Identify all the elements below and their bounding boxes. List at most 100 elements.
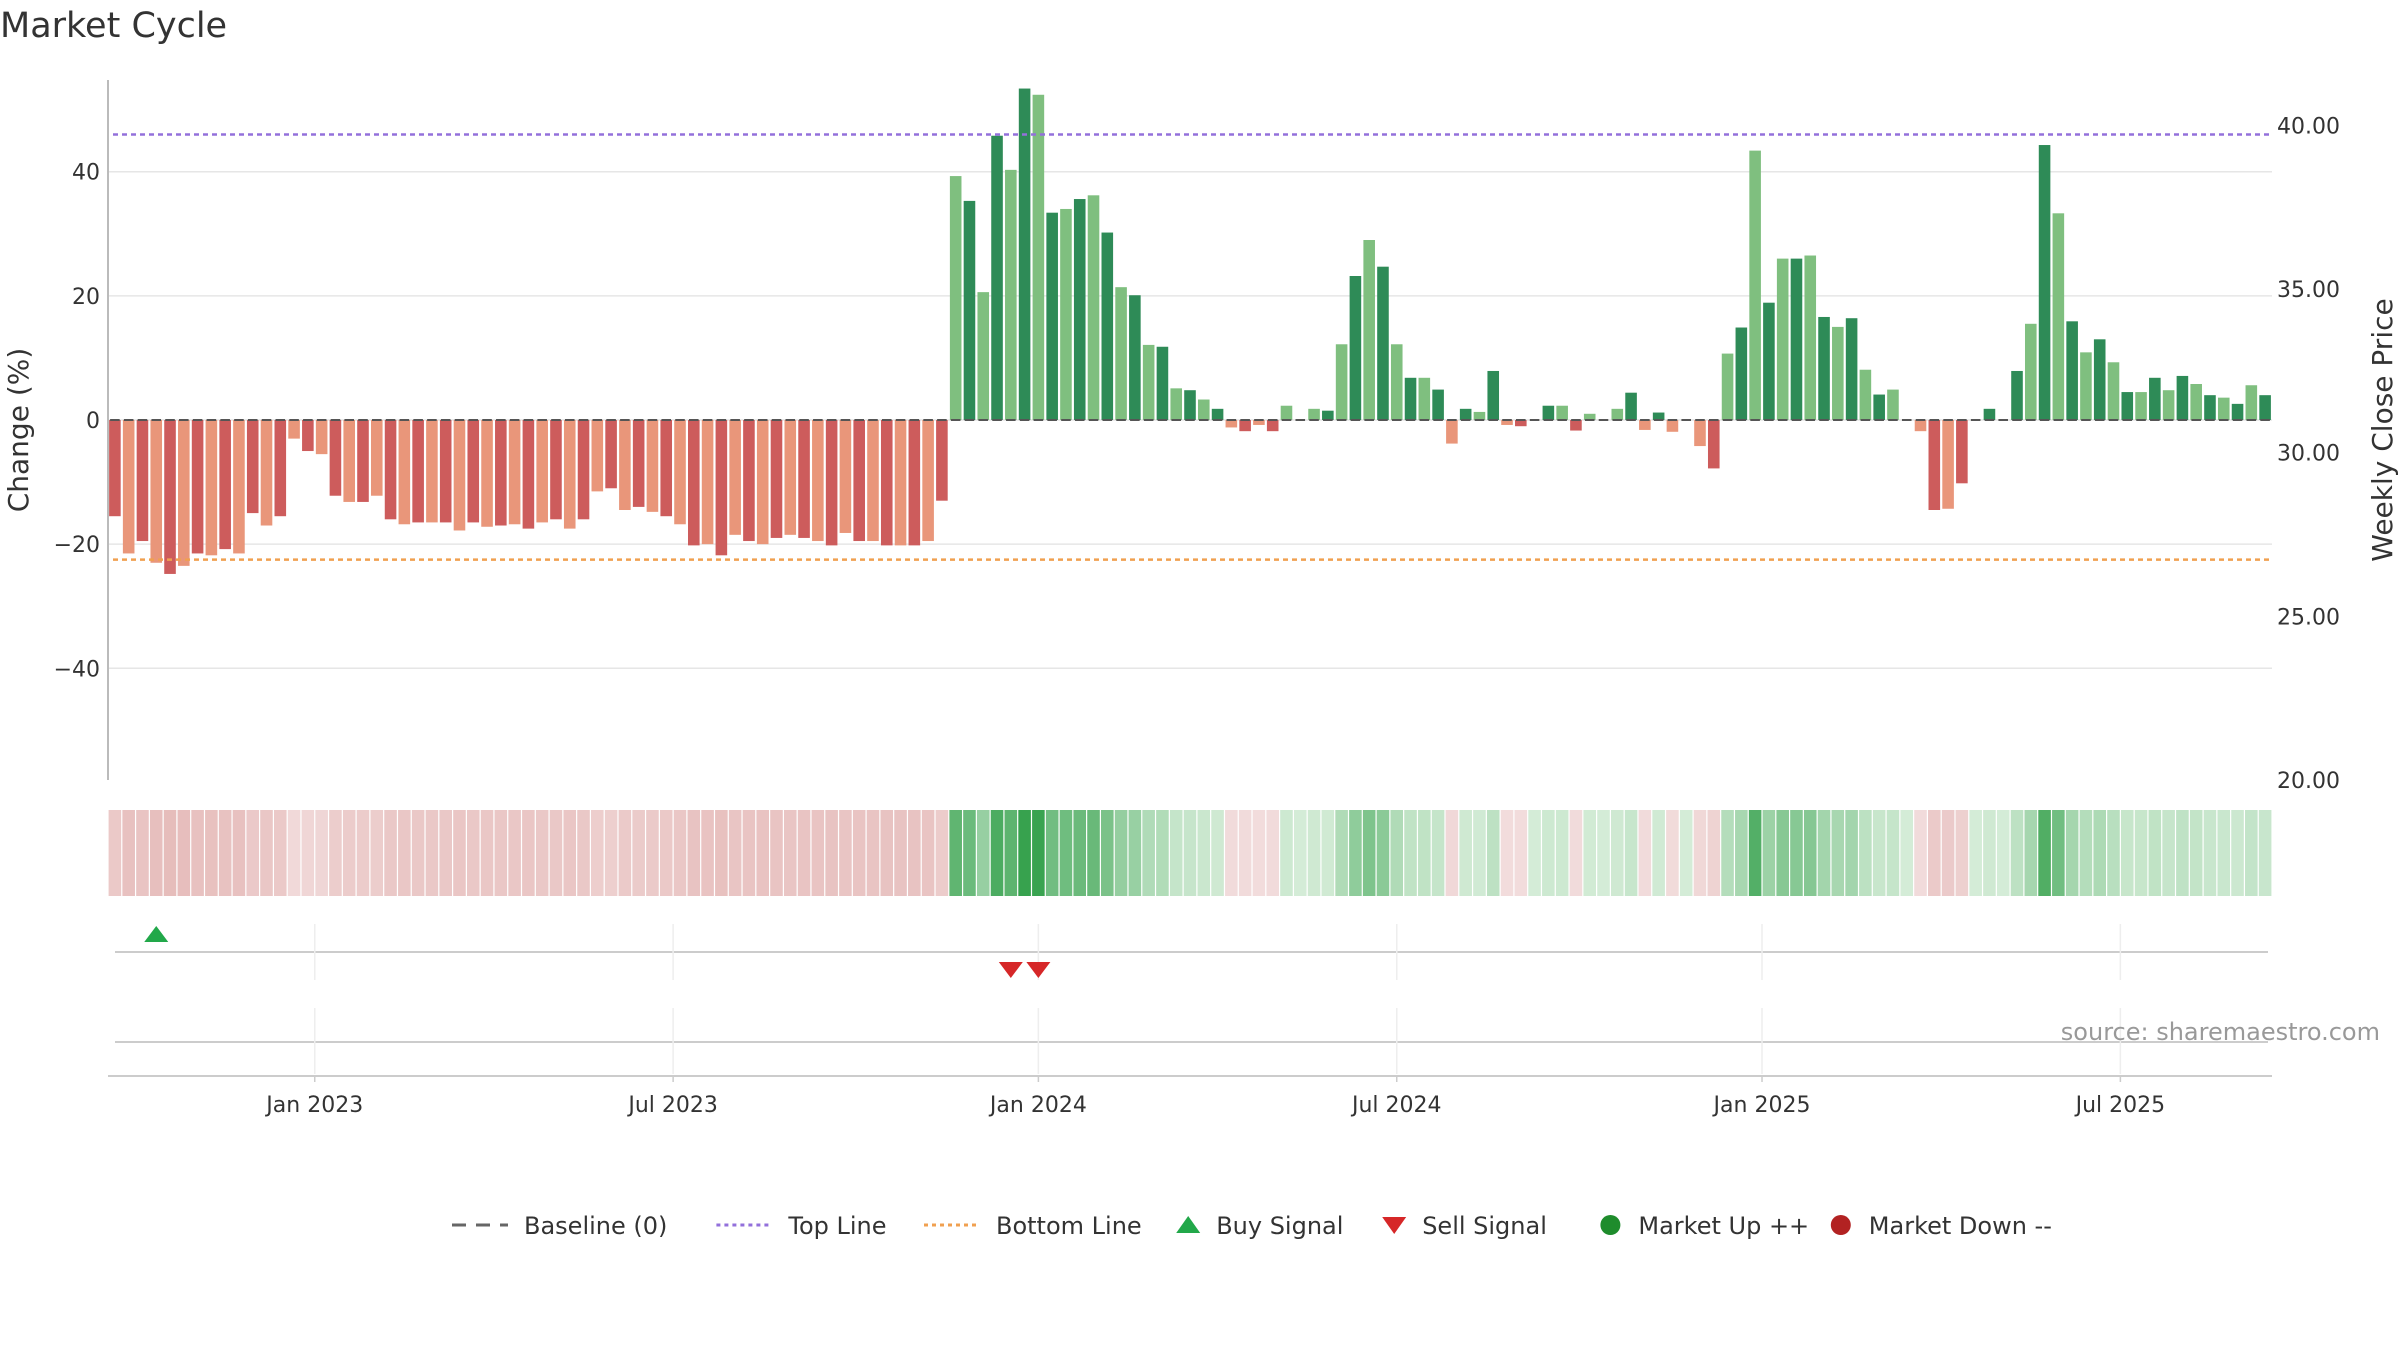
heat-cell — [1032, 810, 1045, 896]
y-axis-title: Change (%) — [2, 348, 35, 513]
x-tick-label: Jan 2023 — [264, 1093, 363, 1118]
legend-item: Bottom Line — [924, 1212, 1142, 1240]
heat-cell — [1390, 810, 1404, 896]
bar — [701, 420, 714, 545]
bar — [963, 200, 976, 420]
sell-signal-marker — [998, 962, 1023, 978]
heat-cell — [2258, 810, 2272, 896]
bar — [1763, 302, 1775, 420]
legend-item: Top Line — [716, 1212, 887, 1240]
heat-cell — [1266, 810, 1279, 896]
heat-cell — [894, 810, 907, 896]
bar — [439, 420, 452, 523]
bar — [729, 420, 741, 535]
bar — [260, 420, 273, 526]
heat-cell — [1114, 810, 1128, 896]
heat-cell — [1404, 810, 1417, 896]
heat-cell — [2079, 810, 2093, 896]
heat-cell — [1886, 810, 1900, 896]
bar — [715, 420, 728, 556]
heat-cell — [577, 810, 590, 896]
bar — [550, 420, 562, 520]
bar — [605, 420, 617, 489]
y2-tick-label: 25.00 — [2277, 605, 2340, 630]
bar — [1253, 420, 1265, 425]
heat-cell — [2162, 810, 2175, 896]
bar — [1115, 287, 1127, 420]
bar — [743, 420, 755, 542]
bar — [1046, 212, 1058, 420]
heat-cell — [825, 810, 838, 896]
bar — [1956, 420, 1968, 484]
bar — [1459, 408, 1472, 420]
bar — [1156, 346, 1169, 420]
heat-cell — [591, 810, 604, 896]
heat-cell — [1817, 810, 1831, 896]
bar — [1101, 232, 1114, 420]
heat-cell — [1418, 810, 1431, 896]
bar — [1308, 408, 1320, 420]
bar — [1060, 208, 1072, 420]
bar — [2245, 385, 2258, 420]
bar — [853, 420, 865, 542]
heat-cell — [742, 810, 756, 896]
bar — [1363, 240, 1375, 420]
heat-cell — [2038, 810, 2051, 896]
bar — [150, 420, 163, 563]
bar — [591, 420, 604, 492]
heat-cell — [218, 810, 232, 896]
heat-cell — [1941, 810, 1955, 896]
legend-circle-icon — [1830, 1215, 1851, 1235]
bar — [481, 420, 493, 527]
bar — [2052, 213, 2065, 420]
x-tick-label: Jul 2023 — [626, 1093, 718, 1118]
heat-cell — [1748, 810, 1762, 896]
legend-item: Baseline (0) — [452, 1212, 667, 1240]
heat-cell — [480, 810, 494, 896]
heat-cell — [2203, 810, 2217, 896]
bar — [2038, 145, 2051, 420]
heat-cell — [1500, 810, 1514, 896]
heat-cell — [1624, 810, 1638, 896]
bar — [1721, 353, 1734, 420]
heat-cell — [191, 810, 204, 896]
y2-tick-label: 40.00 — [2277, 114, 2340, 139]
bar — [1611, 408, 1624, 420]
bar — [205, 420, 218, 556]
heat-cell — [1803, 810, 1817, 896]
heat-cell — [398, 810, 411, 896]
heat-cell — [1156, 810, 1169, 896]
bar — [1142, 344, 1155, 420]
heat-cell — [453, 810, 466, 896]
heat-cell — [508, 810, 521, 896]
heat-cell — [1059, 810, 1073, 896]
legend-item: Sell Signal — [1382, 1212, 1547, 1240]
heat-cell — [935, 810, 949, 896]
y-tick-label: 20 — [72, 285, 100, 310]
bar — [1928, 420, 1941, 510]
bar — [867, 420, 879, 542]
heat-cell — [177, 810, 191, 896]
bar — [756, 420, 769, 545]
bar — [467, 420, 480, 523]
heat-cell — [1735, 810, 1748, 896]
legend-item: Buy Signal — [1176, 1212, 1343, 1240]
bar — [1942, 420, 1954, 509]
bar — [1983, 408, 1996, 420]
heat-cell — [122, 810, 135, 896]
bar — [1776, 258, 1789, 420]
legend-triangle-up-icon — [1176, 1216, 1201, 1233]
legend-item: Market Down -- — [1830, 1212, 2052, 1240]
bar — [178, 420, 190, 566]
bar — [1583, 413, 1596, 420]
heat-cell — [1045, 810, 1059, 896]
bar — [1487, 370, 1500, 420]
bar — [1170, 388, 1183, 420]
heat-cell — [1293, 810, 1307, 896]
heat-cell — [1225, 810, 1238, 896]
heat-cell — [1528, 810, 1541, 896]
heat-cell — [1693, 810, 1707, 896]
bar — [1666, 420, 1679, 432]
heat-cell — [1431, 810, 1445, 896]
y-tick-label: −20 — [54, 533, 100, 558]
